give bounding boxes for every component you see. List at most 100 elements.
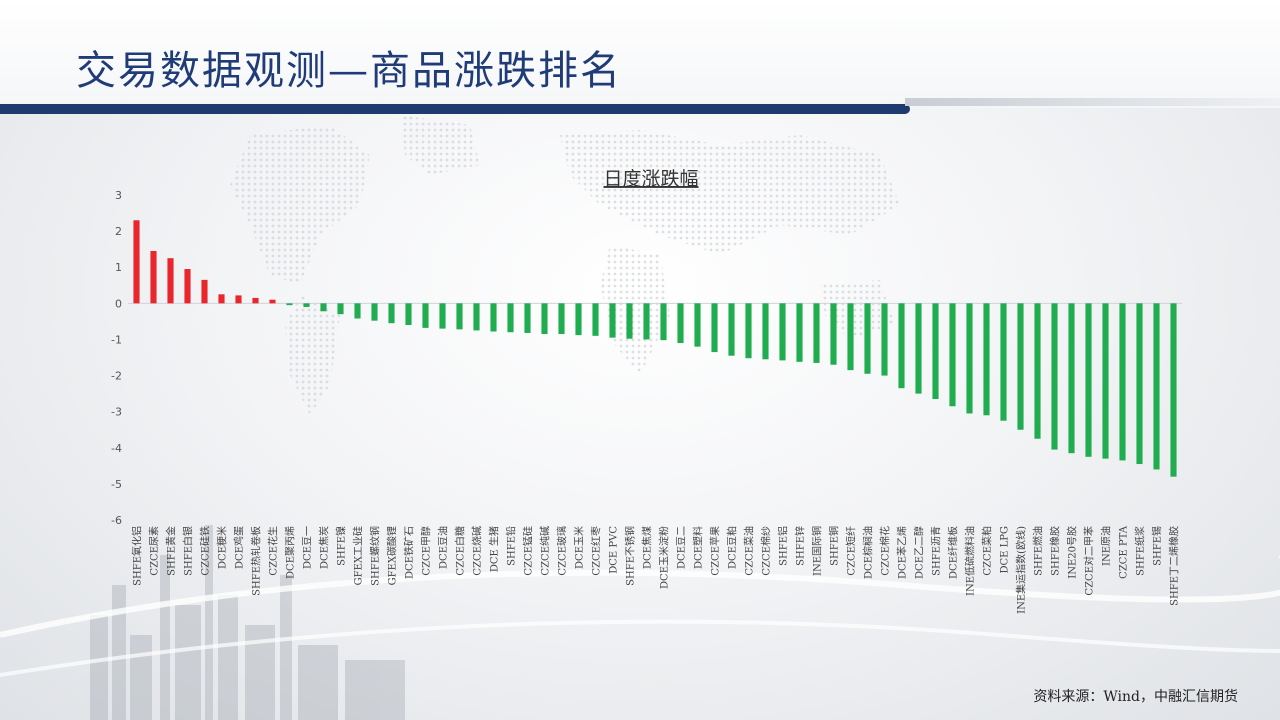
bar: [949, 303, 956, 407]
bar: [269, 299, 276, 304]
bar: [609, 303, 616, 338]
bar: [490, 303, 497, 332]
x-tick-label: SHFE铝: [778, 526, 790, 566]
x-tick-label: CZCE硅铁: [199, 526, 212, 576]
bar: [1017, 303, 1024, 430]
chart-title: 日度涨跌幅: [603, 168, 698, 190]
bar: [1085, 303, 1092, 457]
bar: [694, 303, 701, 347]
bar: [320, 303, 327, 312]
x-tick-label: SHFE丁二烯橡胶: [1168, 526, 1181, 606]
bar: [745, 303, 752, 359]
x-tick-label: DCE豆油: [437, 526, 450, 569]
x-tick-label: SHFE白银: [182, 526, 195, 576]
x-tick-label: SHFE沥青: [930, 526, 943, 576]
x-tick-label: DCE豆一: [302, 526, 314, 569]
bar: [235, 295, 242, 304]
bar: [201, 279, 208, 304]
x-tick-label: DCE焦煤: [641, 526, 654, 569]
x-tick-label: CZCE白糖: [454, 526, 467, 576]
bar: [1051, 303, 1058, 450]
x-tick-label: DCE铁矿石: [403, 526, 416, 579]
x-tick-label: DCE棕榈油: [862, 526, 875, 579]
y-tick-label: -4: [111, 442, 122, 455]
bar: [218, 294, 225, 304]
bar: [966, 303, 973, 414]
x-tick-label: DCE玉米淀粉: [658, 526, 671, 589]
y-tick-label: -1: [111, 333, 122, 346]
bar: [915, 303, 922, 394]
bar: [286, 303, 293, 306]
x-tick-label: DCE PVC: [609, 526, 620, 574]
x-tick-label: DCE塑料: [692, 526, 705, 569]
bar: [167, 258, 174, 304]
bar: [1136, 303, 1143, 465]
y-tick-label: -2: [111, 370, 122, 383]
bar: [898, 303, 905, 389]
x-tick-label: SHFE螺纹钢: [369, 526, 382, 586]
x-tick-label: GFEX碳酸锂: [386, 526, 399, 585]
bar: [252, 297, 259, 304]
bar: [541, 303, 548, 335]
bar: [371, 303, 378, 321]
x-tick-label: INE低硫燃料油: [964, 526, 977, 596]
bar: [830, 303, 837, 365]
x-tick-label: DCE纤维板: [947, 526, 960, 579]
bar: [337, 303, 344, 315]
bar: [677, 303, 684, 344]
y-tick-label: -6: [111, 514, 122, 527]
x-tick-label: DCE玉米: [573, 526, 586, 569]
x-tick-label: DCE焦炭: [318, 526, 331, 569]
x-tick-label: DCE LPG: [1000, 526, 1011, 574]
y-tick-label: 2: [115, 225, 122, 238]
title-rule-highlight: [905, 98, 1280, 106]
x-tick-label: SHFE不锈钢: [624, 526, 637, 586]
x-tick-label: SHFE黄金: [165, 526, 178, 576]
x-tick-label: CZCE菜粕: [981, 526, 994, 576]
bar: [473, 303, 480, 331]
bar: [779, 303, 786, 361]
x-tick-label: INE20号胶: [1066, 526, 1079, 579]
bar: [405, 303, 412, 325]
x-tick-label: CZCE玻璃: [556, 526, 569, 576]
x-tick-label: CZCE甲醇: [420, 526, 433, 576]
bar: [660, 303, 667, 341]
x-tick-label: DCE豆粕: [726, 526, 739, 569]
bar: [762, 303, 769, 360]
x-tick-label: CZCE尿素: [148, 526, 161, 576]
x-tick-label: CZCE棉花: [879, 526, 892, 576]
bar: [626, 303, 633, 339]
y-tick-label: -5: [111, 478, 122, 491]
bar: [813, 303, 820, 363]
bar: [558, 303, 565, 335]
bar: [847, 303, 854, 371]
x-tick-label: CZCE锰硅: [522, 526, 535, 576]
bar-series: [133, 220, 1177, 477]
bar: [507, 303, 514, 333]
bar: [728, 303, 735, 356]
x-axis: SHFE氧化铝 CZCE尿素 SHFE黄金 SHFE白银 CZCE硅铁 DCE粳米 DCE鸡…: [131, 525, 1181, 614]
x-tick-label: DCE乙二醇: [913, 526, 926, 579]
x-tick-label: CZCE烧碱: [471, 526, 484, 576]
y-tick-label: 0: [115, 297, 122, 310]
bar: [983, 303, 990, 416]
title-rule: [0, 104, 910, 114]
x-tick-label: CZCE棉纱: [760, 526, 773, 576]
bar: [881, 303, 888, 376]
x-tick-label: SHFE橡胶: [1049, 526, 1062, 576]
bar: [864, 303, 871, 374]
bar: [1000, 303, 1007, 421]
bar: [1068, 303, 1075, 454]
x-tick-label: CZCE对二甲苯: [1083, 526, 1096, 596]
x-tick-label: CZCE苹果: [709, 526, 722, 576]
x-tick-label: CZCE花生: [267, 526, 280, 576]
x-tick-label: SHFE热轧卷板: [250, 526, 263, 596]
x-tick-label: GFEX工业硅: [352, 526, 365, 585]
x-tick-label: DCE 生猪: [488, 526, 501, 572]
bar: [796, 303, 803, 362]
bar: [184, 269, 191, 304]
bar: [643, 303, 650, 340]
x-tick-label: SHFE铜: [829, 526, 841, 566]
bar: [133, 220, 140, 304]
x-tick-label: INE国际铜: [812, 526, 824, 576]
